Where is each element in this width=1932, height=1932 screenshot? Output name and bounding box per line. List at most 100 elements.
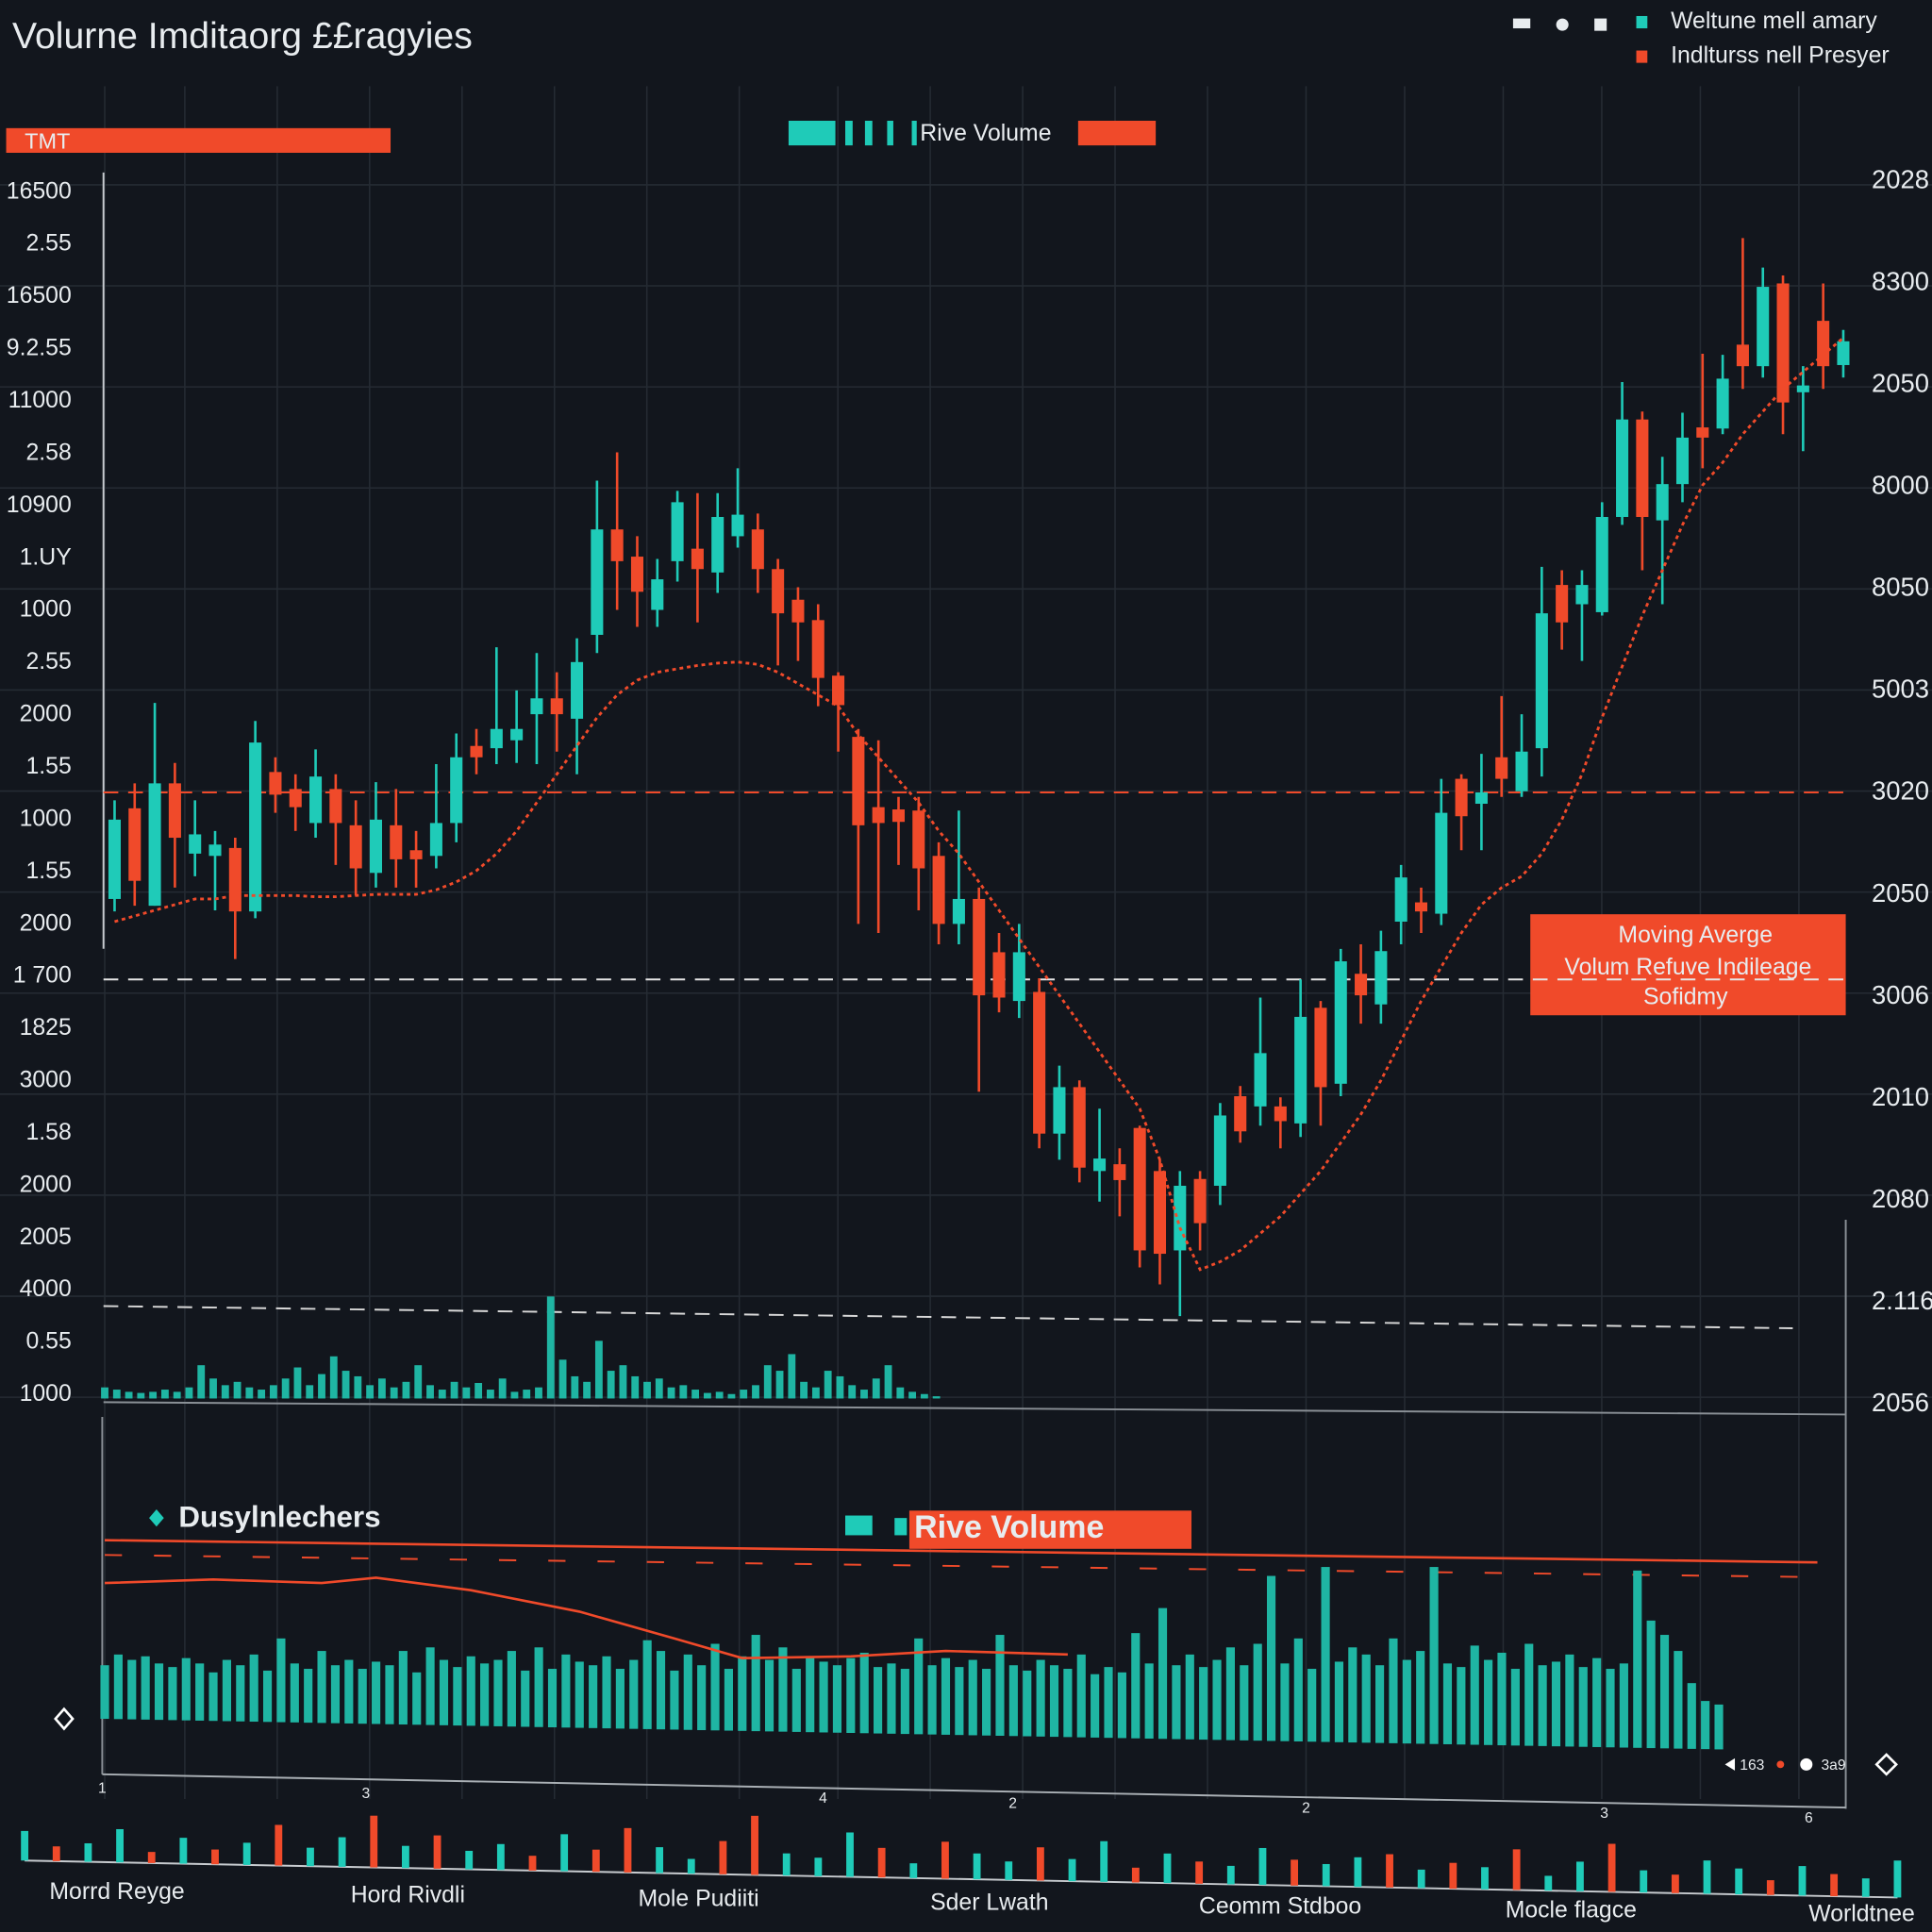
panel-axis-label: 2	[1008, 1795, 1017, 1811]
panel-bar	[1442, 1663, 1453, 1744]
strip-bar	[116, 1828, 124, 1863]
volume-bar	[137, 1392, 145, 1399]
panel-bar	[208, 1672, 218, 1722]
panel-bar	[1185, 1654, 1194, 1740]
panel-bar	[1538, 1665, 1547, 1746]
panel-bar	[1646, 1620, 1656, 1749]
candle-body	[772, 569, 785, 614]
panel-bar	[1402, 1659, 1411, 1744]
candle-body	[1656, 484, 1669, 521]
panel-bar	[141, 1656, 150, 1720]
panel-bar	[1334, 1661, 1344, 1742]
strip-label: Morrd Reyge	[49, 1879, 184, 1905]
left-axis-label: 1000	[20, 806, 72, 831]
left-axis-label: 1825	[20, 1015, 72, 1041]
volume-bar	[269, 1385, 277, 1399]
candle-body	[1757, 287, 1770, 367]
panel-bar	[1307, 1669, 1317, 1742]
banner-block	[788, 121, 836, 146]
right-axis-label: 2080	[1872, 1184, 1929, 1213]
panel-bar	[1266, 1575, 1276, 1741]
legend-label: Weltune mell amary	[1671, 8, 1877, 34]
panel-bar	[1063, 1669, 1073, 1738]
strip-bar	[1195, 1861, 1204, 1884]
left-axis-label: 11000	[8, 388, 72, 413]
divider-dashed	[103, 1305, 1793, 1329]
banner-block	[845, 121, 853, 146]
panel-bar	[629, 1659, 639, 1729]
banner-center-label: Rive Volume	[920, 121, 1051, 146]
panel-bar	[493, 1659, 503, 1726]
banner-left-label: TMT	[25, 129, 70, 154]
strip-bar	[1258, 1847, 1267, 1886]
panel-bar	[1225, 1647, 1235, 1740]
volume-bar	[197, 1365, 206, 1399]
candle-body	[1355, 974, 1368, 996]
strip-bar	[242, 1842, 251, 1865]
panel-bar	[656, 1651, 666, 1730]
volume-bar	[414, 1365, 423, 1399]
panel-bar	[100, 1665, 109, 1720]
panel-bar	[534, 1647, 543, 1727]
candle-body	[610, 529, 624, 561]
panel-bar	[330, 1665, 341, 1724]
panel-bar	[602, 1656, 611, 1729]
panel-bar	[1714, 1704, 1724, 1750]
panel-bar	[480, 1663, 490, 1726]
strip-bar	[624, 1827, 632, 1873]
candle-body	[1675, 437, 1690, 485]
panel-legend-icon	[894, 1518, 908, 1536]
panel-bar	[1619, 1663, 1628, 1748]
left-axis-label: 1.55	[25, 754, 71, 779]
panel-legend-label: Dusylnlechers	[178, 1501, 380, 1534]
volume-bar	[377, 1378, 386, 1399]
panel-bar	[425, 1647, 435, 1725]
panel-bar	[113, 1654, 123, 1720]
panel-bar	[453, 1667, 462, 1726]
candle-body	[671, 502, 684, 561]
volume-bar	[258, 1390, 266, 1399]
panel-bar	[1049, 1665, 1059, 1738]
volume-bar	[571, 1375, 579, 1399]
panel-bar	[1606, 1669, 1615, 1748]
volume-bar	[775, 1371, 784, 1399]
candle-body	[228, 847, 242, 912]
legend-icon	[1594, 18, 1607, 31]
panel-bar	[1348, 1647, 1357, 1743]
panel-bar	[1361, 1654, 1371, 1743]
strip-label: Ceomm Stdboo	[1199, 1893, 1361, 1919]
volume-bar	[727, 1393, 736, 1399]
strip-bar	[179, 1838, 188, 1864]
volume-bar	[824, 1371, 832, 1399]
panel-bar	[1104, 1667, 1113, 1739]
strip-bar	[496, 1843, 505, 1871]
panel-bar	[819, 1661, 828, 1733]
candle-body	[1616, 419, 1629, 517]
panel-axis-label: 2	[1302, 1801, 1310, 1817]
candle-body	[1696, 427, 1709, 438]
panel-bar	[1551, 1661, 1561, 1747]
strip-bar	[52, 1846, 60, 1861]
candle-body	[1113, 1164, 1126, 1180]
volume-bar	[329, 1356, 338, 1399]
candle-body	[1073, 1087, 1086, 1168]
panel-bar	[1565, 1654, 1574, 1747]
panel-bar	[317, 1651, 326, 1724]
candle-body	[1556, 585, 1569, 623]
candle-body	[369, 819, 383, 874]
panel-bar	[751, 1635, 760, 1732]
corner-icon	[1724, 1757, 1736, 1771]
volume-bar	[209, 1378, 217, 1399]
panel-bar	[1510, 1669, 1520, 1746]
panel-bar	[1484, 1659, 1493, 1745]
candle-body	[1414, 902, 1428, 912]
left-axis-label: 1.58	[25, 1120, 71, 1145]
panel-bar	[1389, 1638, 1398, 1743]
candle-body	[1234, 1096, 1247, 1132]
strip-bar	[1703, 1860, 1711, 1894]
strip-axis	[25, 1859, 1898, 1899]
panel-bar	[982, 1669, 991, 1736]
panel-line	[105, 1539, 1818, 1564]
banner-left	[6, 127, 391, 153]
volume-bar	[631, 1375, 640, 1399]
